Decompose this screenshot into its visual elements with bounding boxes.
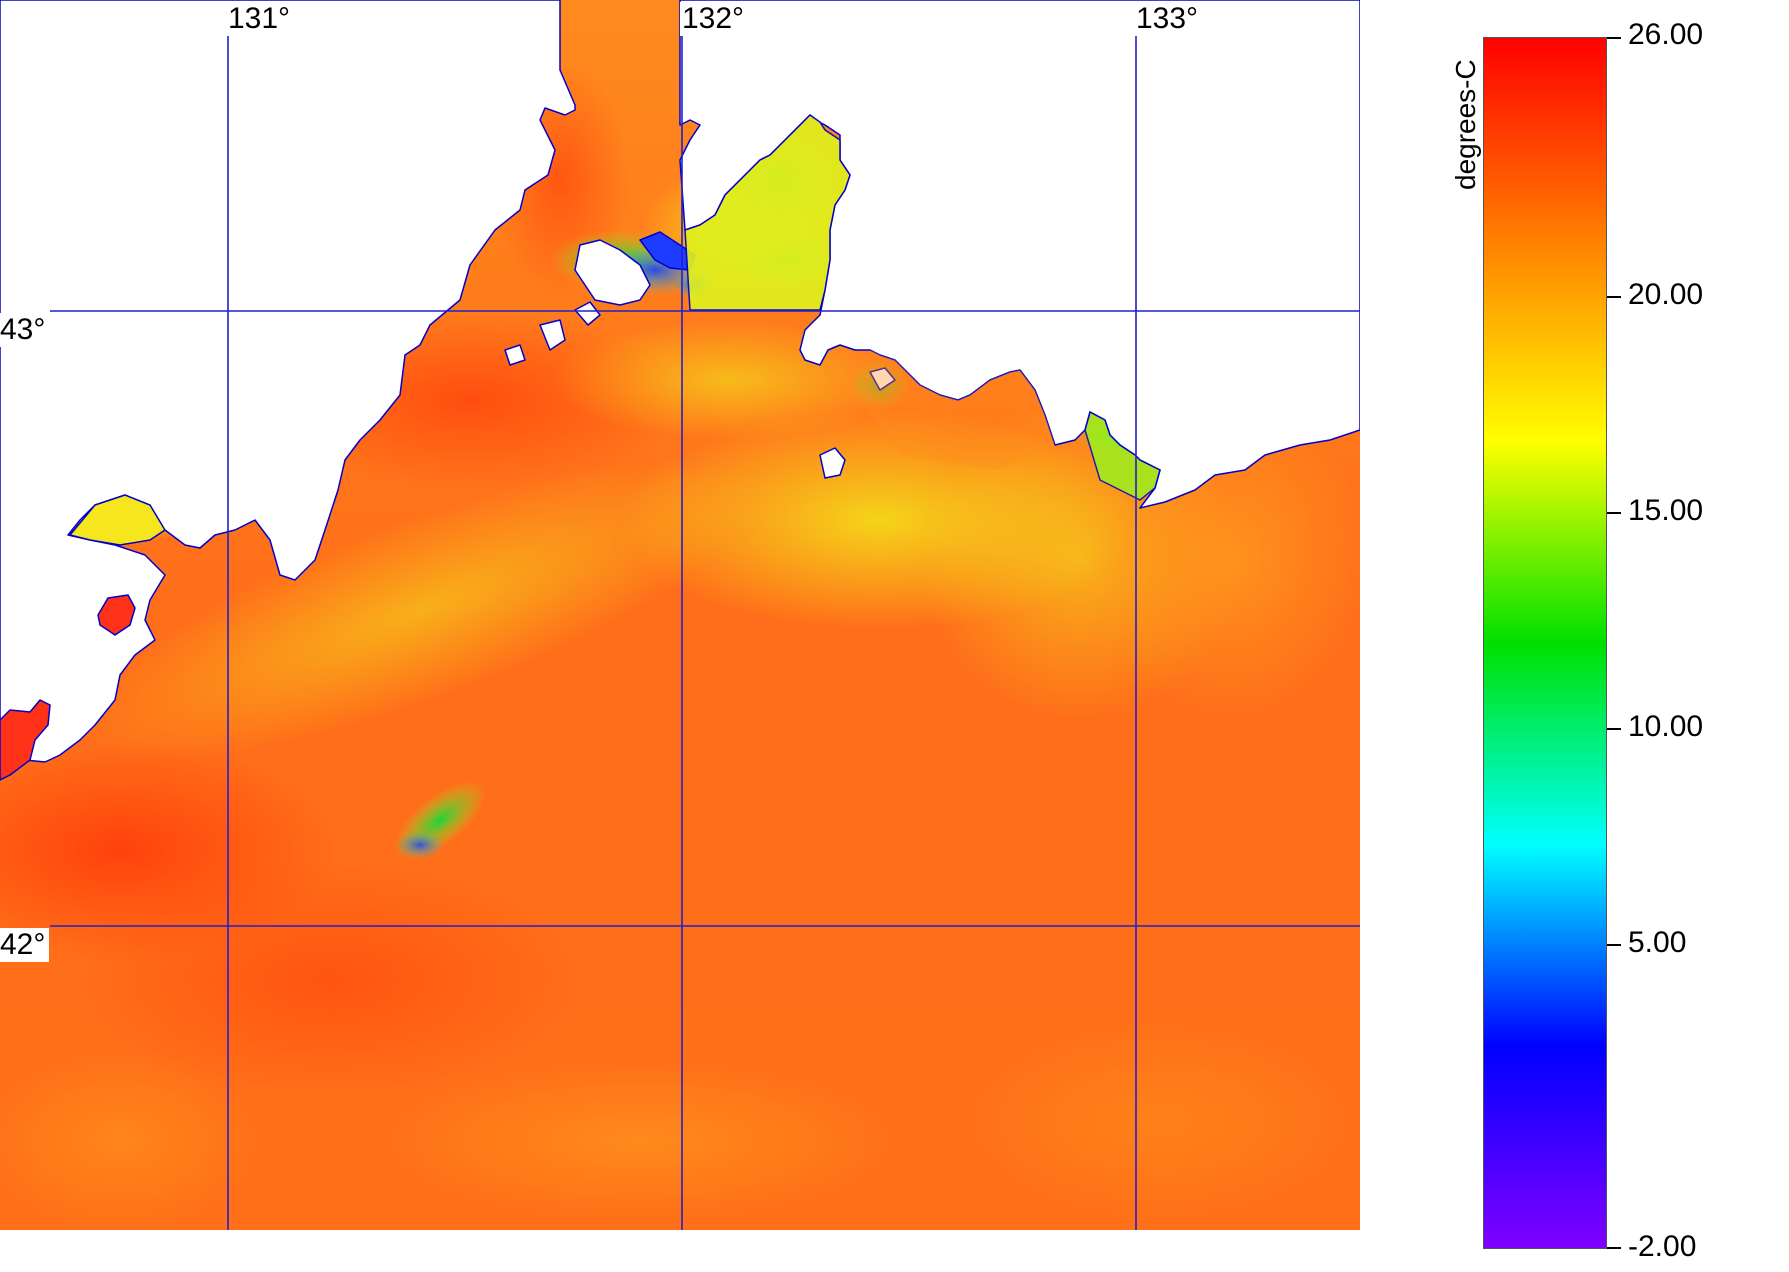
colorbar (1483, 37, 1607, 1249)
longitude-label-132: 132° (680, 2, 747, 36)
longitude-label-133: 133° (1134, 2, 1201, 36)
graticule-lines (50, 35, 1360, 1230)
land-area (0, 0, 1360, 781)
colorbar-tick (1607, 512, 1621, 514)
sea-surface-temperature-map (0, 0, 1360, 1230)
colorbar-label-10: 10.00 (1628, 710, 1704, 743)
colorbar-label-5: 5.00 (1628, 926, 1687, 959)
colorbar-tick (1607, 296, 1621, 298)
colorbar-units-label: degrees-C (1450, 59, 1481, 190)
colorbar-label-neg2: -2.00 (1628, 1230, 1697, 1263)
colorbar-label-20: 20.00 (1628, 278, 1704, 311)
colorbar-tick (1607, 944, 1621, 946)
colorbar-tick (1607, 1247, 1621, 1249)
colorbar-label-26: 26.00 (1628, 18, 1704, 51)
latitude-label-42: 42° (0, 928, 50, 962)
colorbar-tick (1607, 37, 1621, 39)
colorbar-tick (1607, 728, 1621, 730)
colorbar-label-15: 15.00 (1628, 494, 1704, 527)
coastal-strips (68, 114, 1161, 546)
longitude-label-131: 131° (226, 2, 293, 36)
latitude-label-43: 43° (0, 313, 50, 347)
